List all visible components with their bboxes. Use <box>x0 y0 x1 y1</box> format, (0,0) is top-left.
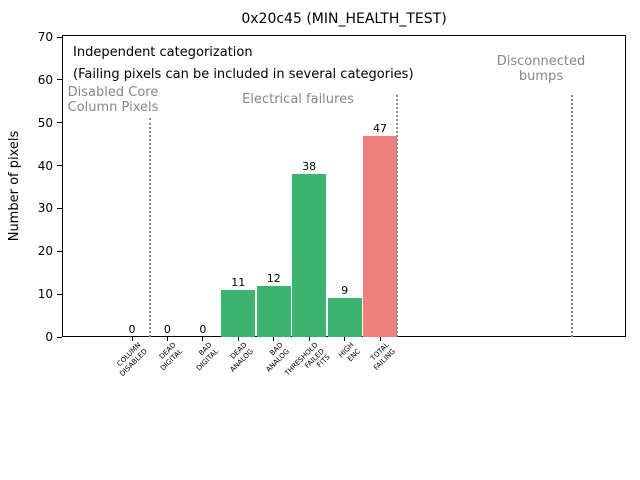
section-label: Disconnected bumps <box>496 54 586 84</box>
bar-value-label: 9 <box>341 284 349 298</box>
section-separator <box>396 95 398 337</box>
bar-threshold-failed-fits <box>292 174 327 337</box>
y-tick-mark <box>57 36 62 38</box>
bar-value-label: 0 <box>199 323 207 336</box>
y-tick-mark <box>57 122 62 124</box>
bar-value-label: 0 <box>128 323 136 336</box>
x-tick-mark <box>131 337 133 341</box>
bar-value-label: 47 <box>373 121 387 135</box>
x-tick-mark <box>273 337 275 341</box>
bar-value-label: 12 <box>266 271 281 285</box>
y-tick-mark <box>57 207 62 209</box>
bar-value-label: 38 <box>302 160 317 174</box>
x-tick-mark <box>308 337 310 341</box>
section-separator <box>149 118 151 337</box>
annotation-note-line: (Failing pixels can be included in sever… <box>73 67 414 82</box>
bar-value-label: 0 <box>163 323 171 336</box>
bar-bad-analog <box>256 285 291 337</box>
y-tick-mark <box>57 79 62 81</box>
bar-dead-analog <box>221 289 256 337</box>
y-tick-mark <box>57 336 62 338</box>
y-tick-label: 20 <box>37 244 53 259</box>
y-tick-label: 10 <box>37 287 53 302</box>
x-tick-mark <box>379 337 381 341</box>
chart-title: 0x20c45 (MIN_HEALTH_TEST) <box>241 11 447 27</box>
x-tick-mark <box>344 337 346 341</box>
bar-value-label: 11 <box>231 275 246 289</box>
x-tick-mark <box>202 337 204 341</box>
y-tick-mark <box>57 250 62 252</box>
y-tick-mark <box>57 165 62 167</box>
annotation-note-line: Independent categorization <box>73 45 253 60</box>
y-tick-label: 70 <box>37 30 53 44</box>
section-separator <box>571 95 573 337</box>
y-tick-mark <box>57 293 62 295</box>
plot-area <box>62 35 626 337</box>
y-tick-label: 30 <box>37 201 53 216</box>
bar-total-failing <box>363 135 397 337</box>
y-tick-label: 40 <box>37 158 53 173</box>
y-tick-label: 60 <box>37 72 53 87</box>
x-tick-mark <box>237 337 239 341</box>
bar-high-enc <box>327 298 362 337</box>
section-label: Electrical failures <box>242 92 354 107</box>
section-label: Disabled Core Column Pixels <box>67 85 159 115</box>
y-tick-label: 50 <box>37 115 53 130</box>
x-tick-mark <box>166 337 168 341</box>
y-tick-label: 0 <box>45 330 53 344</box>
